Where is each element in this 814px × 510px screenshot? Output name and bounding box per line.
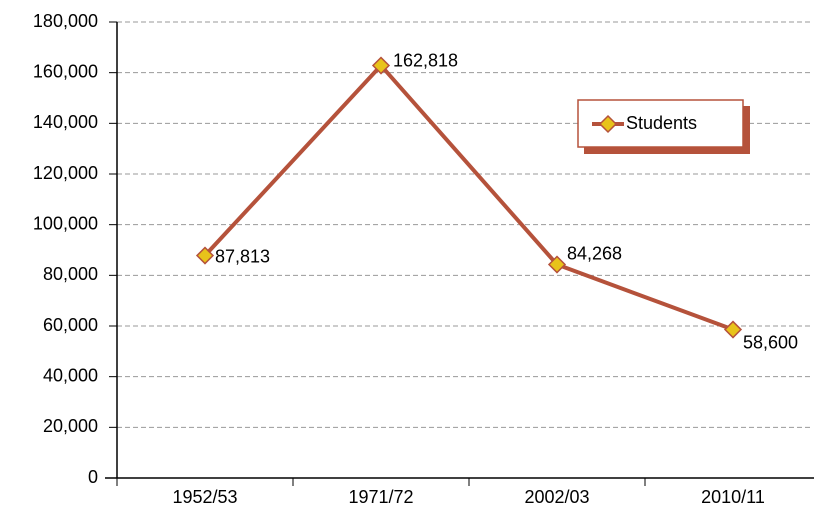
data-label: 58,600 <box>743 332 798 352</box>
legend-label: Students <box>626 113 697 133</box>
y-tick-label: 160,000 <box>33 61 98 81</box>
y-tick-label: 140,000 <box>33 112 98 132</box>
y-tick-label: 80,000 <box>43 264 98 284</box>
data-label: 162,818 <box>393 50 458 70</box>
data-point <box>547 255 567 274</box>
grid-layer <box>117 21 812 428</box>
y-tick-label: 60,000 <box>43 315 98 335</box>
data-point <box>371 56 391 75</box>
y-tick-label: 0 <box>88 467 98 487</box>
data-label: 84,268 <box>567 243 622 263</box>
x-tick-label: 1971/72 <box>348 487 413 507</box>
y-tick-label: 20,000 <box>43 416 98 436</box>
y-tick-label: 120,000 <box>33 163 98 183</box>
data-label: 87,813 <box>215 246 270 266</box>
y-tick-label: 100,000 <box>33 213 98 233</box>
x-tick-label: 2002/03 <box>524 487 589 507</box>
x-tick-label: 1952/53 <box>172 487 237 507</box>
data-point <box>195 246 215 265</box>
series-line <box>203 63 734 332</box>
y-tick-label: 180,000 <box>33 11 98 31</box>
x-tick-label: 2010/11 <box>701 487 765 507</box>
legend: Students <box>577 99 750 154</box>
y-tick-label: 40,000 <box>43 365 98 385</box>
legend-marker <box>598 114 618 134</box>
data-point <box>723 320 743 339</box>
